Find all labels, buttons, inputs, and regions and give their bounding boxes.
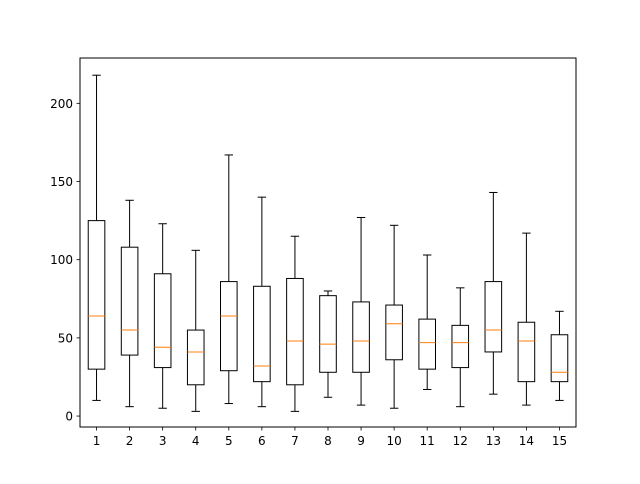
- x-tick-label: 14: [519, 434, 534, 448]
- x-tick-label: 11: [420, 434, 435, 448]
- x-tick-label: 9: [357, 434, 365, 448]
- x-tick-label: 7: [291, 434, 299, 448]
- box-group-9: [352, 216, 370, 406]
- y-tick-label: 200: [50, 97, 73, 111]
- box-group-8: [319, 290, 337, 398]
- x-tick-label: 10: [386, 434, 401, 448]
- iqr-box: [87, 220, 106, 370]
- box-group-14: [517, 232, 536, 406]
- y-tick-label: 100: [50, 253, 73, 267]
- iqr-box: [484, 281, 503, 353]
- iqr-box: [253, 285, 271, 383]
- box-group-4: [186, 249, 205, 412]
- y-tick-label: 0: [65, 410, 73, 424]
- iqr-box: [319, 295, 337, 373]
- iqr-box: [220, 281, 238, 372]
- iqr-box: [550, 334, 569, 383]
- iqr-box: [418, 318, 436, 370]
- iqr-box: [286, 277, 304, 386]
- x-axis-ticks: 1 2 3 4 5 6 7 8 9 10 11 12 13 14 15: [93, 427, 567, 448]
- iqr-box: [517, 321, 536, 383]
- x-tick-label: 5: [225, 434, 233, 448]
- box-group-15: [550, 310, 569, 401]
- y-tick-label: 50: [58, 331, 73, 345]
- x-tick-label: 8: [324, 434, 332, 448]
- box-group-3: [153, 223, 172, 409]
- x-tick-label: 15: [552, 434, 567, 448]
- y-axis-ticks: 0 50 100 150 200: [50, 97, 80, 424]
- iqr-box: [451, 324, 470, 369]
- x-tick-label: 13: [486, 434, 501, 448]
- box-group-2: [120, 199, 139, 408]
- iqr-box: [153, 273, 172, 369]
- x-tick-label: 4: [192, 434, 200, 448]
- box-group-12: [451, 287, 470, 408]
- x-tick-label: 3: [159, 434, 167, 448]
- box-group-6: [253, 196, 271, 408]
- x-tick-label: 12: [453, 434, 468, 448]
- box-group-11: [418, 254, 436, 390]
- x-tick-label: 2: [126, 434, 134, 448]
- box-group-5: [220, 154, 238, 405]
- iqr-box: [385, 304, 403, 361]
- iqr-box: [352, 301, 370, 373]
- x-tick-label: 1: [93, 434, 101, 448]
- box-group-10: [385, 224, 403, 409]
- plot-marks: [87, 74, 569, 412]
- iqr-box: [120, 246, 139, 356]
- box-group-7: [286, 235, 304, 412]
- axes-frame: [79, 57, 577, 428]
- y-tick-label: 150: [50, 175, 73, 189]
- iqr-box: [186, 329, 205, 386]
- box-group-13: [484, 191, 503, 395]
- x-tick-label: 6: [258, 434, 266, 448]
- box-group-1: [87, 74, 106, 401]
